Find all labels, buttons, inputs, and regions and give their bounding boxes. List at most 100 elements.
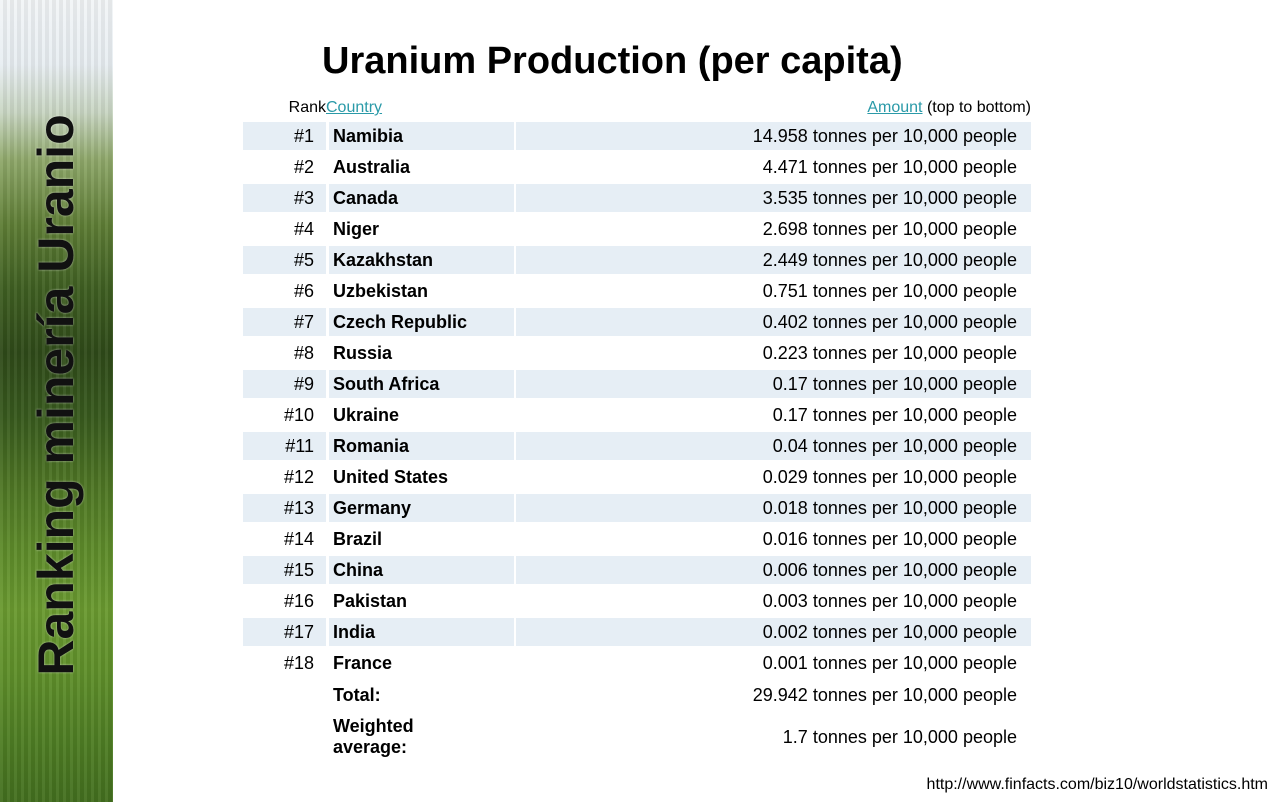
amount-value: 0.029	[762, 466, 808, 487]
total-label: Total:	[326, 680, 516, 710]
amount-cell: 0.029 tonnes per 10,000 people	[516, 463, 1031, 494]
table-row: #4 Niger 2.698 tonnes per 10,000 people	[243, 215, 1031, 246]
rank-cell: #7	[243, 308, 326, 339]
rank-cell: #2	[243, 153, 326, 184]
table-row: #18 France 0.001 tonnes per 10,000 people	[243, 649, 1031, 680]
weighted-amount-cell: 1.7 tonnes per 10,000 people	[516, 710, 1031, 764]
amount-unit: tonnes per 10,000 people	[812, 373, 1017, 394]
amount-header: Amount (top to bottom)	[516, 96, 1031, 122]
amount-unit: tonnes per 10,000 people	[812, 280, 1017, 301]
amount-value: 14.958	[752, 125, 808, 146]
amount-unit: tonnes per 10,000 people	[812, 249, 1017, 270]
table-row: #10 Ukraine 0.17 tonnes per 10,000 people	[243, 401, 1031, 432]
rank-cell: #3	[243, 184, 326, 215]
table-body: #1 Namibia 14.958 tonnes per 10,000 people…	[243, 122, 1031, 764]
amount-unit: tonnes per 10,000 people	[812, 342, 1017, 363]
table-row: #3 Canada 3.535 tonnes per 10,000 people	[243, 184, 1031, 215]
amount-unit: tonnes per 10,000 people	[812, 621, 1017, 642]
amount-cell: 0.003 tonnes per 10,000 people	[516, 587, 1031, 618]
amount-unit: tonnes per 10,000 people	[812, 435, 1017, 456]
amount-sort-link[interactable]: Amount	[867, 99, 923, 116]
country-cell: South Africa	[326, 370, 516, 401]
amount-cell: 0.17 tonnes per 10,000 people	[516, 401, 1031, 432]
weighted-label-line1: Weighted	[333, 716, 414, 736]
rank-cell: #10	[243, 401, 326, 432]
total-value: 29.942	[752, 684, 808, 705]
table-row: #14 Brazil 0.016 tonnes per 10,000 people	[243, 525, 1031, 556]
amount-unit: tonnes per 10,000 people	[812, 311, 1017, 332]
weighted-label-line2: average:	[333, 737, 408, 757]
amount-unit: tonnes per 10,000 people	[812, 156, 1017, 177]
amount-unit: tonnes per 10,000 people	[812, 497, 1017, 518]
amount-cell: 14.958 tonnes per 10,000 people	[516, 122, 1031, 153]
table-row: #9 South Africa 0.17 tonnes per 10,000 peo…	[243, 370, 1031, 401]
weighted-average-row: Weighted average: 1.7 tonnes per 10,000 pe…	[243, 710, 1031, 764]
uranium-table: Rank Country Amount (top to bottom) #1 Na…	[243, 96, 1031, 764]
amount-cell: 2.698 tonnes per 10,000 people	[516, 215, 1031, 246]
weighted-average-label: Weighted average:	[326, 710, 516, 764]
amount-unit: tonnes per 10,000 people	[812, 404, 1017, 425]
total-amount-cell: 29.942 tonnes per 10,000 people	[516, 680, 1031, 710]
amount-value: 0.17	[772, 373, 808, 394]
amount-cell: 0.402 tonnes per 10,000 people	[516, 308, 1031, 339]
weighted-rank-cell	[243, 710, 326, 764]
amount-unit: tonnes per 10,000 people	[812, 187, 1017, 208]
weighted-unit: tonnes per 10,000 people	[812, 726, 1017, 747]
amount-cell: 0.751 tonnes per 10,000 people	[516, 277, 1031, 308]
amount-value: 0.018	[762, 497, 808, 518]
amount-unit: tonnes per 10,000 people	[812, 559, 1017, 580]
amount-unit: tonnes per 10,000 people	[812, 652, 1017, 673]
table-row: #11 Romania 0.04 tonnes per 10,000 people	[243, 432, 1031, 463]
amount-value: 0.223	[762, 342, 808, 363]
country-cell: India	[326, 618, 516, 649]
amount-value: 0.001	[762, 652, 808, 673]
amount-cell: 0.016 tonnes per 10,000 people	[516, 525, 1031, 556]
country-cell: China	[326, 556, 516, 587]
amount-cell: 0.002 tonnes per 10,000 people	[516, 618, 1031, 649]
amount-value: 2.698	[762, 218, 808, 239]
total-unit: tonnes per 10,000 people	[812, 684, 1017, 705]
side-title: Ranking minería Uranio	[28, 114, 84, 676]
table-row: #13 Germany 0.018 tonnes per 10,000 people	[243, 494, 1031, 525]
amount-cell: 0.006 tonnes per 10,000 people	[516, 556, 1031, 587]
amount-value: 0.016	[762, 528, 808, 549]
country-cell: United States	[326, 463, 516, 494]
rank-cell: #18	[243, 649, 326, 680]
amount-cell: 0.001 tonnes per 10,000 people	[516, 649, 1031, 680]
amount-unit: tonnes per 10,000 people	[812, 528, 1017, 549]
table-row: #7 Czech Republic 0.402 tonnes per 10,000 …	[243, 308, 1031, 339]
country-cell: Namibia	[326, 122, 516, 153]
rank-cell: #13	[243, 494, 326, 525]
rank-cell: #8	[243, 339, 326, 370]
country-cell: Russia	[326, 339, 516, 370]
landscape-side-image	[0, 0, 113, 802]
table-row: #16 Pakistan 0.003 tonnes per 10,000 peopl…	[243, 587, 1031, 618]
amount-unit: tonnes per 10,000 people	[812, 218, 1017, 239]
table-row: #6 Uzbekistan 0.751 tonnes per 10,000 peop…	[243, 277, 1031, 308]
amount-cell: 0.04 tonnes per 10,000 people	[516, 432, 1031, 463]
amount-unit: tonnes per 10,000 people	[812, 590, 1017, 611]
table-row: #8 Russia 0.223 tonnes per 10,000 people	[243, 339, 1031, 370]
country-cell: Brazil	[326, 525, 516, 556]
country-cell: Australia	[326, 153, 516, 184]
amount-note: (top to bottom)	[926, 99, 1031, 116]
country-cell: Pakistan	[326, 587, 516, 618]
table-row: #12 United States 0.029 tonnes per 10,000 …	[243, 463, 1031, 494]
country-cell: France	[326, 649, 516, 680]
table-row: #15 China 0.006 tonnes per 10,000 people	[243, 556, 1031, 587]
table-row: #17 India 0.002 tonnes per 10,000 people	[243, 618, 1031, 649]
rank-cell: #5	[243, 246, 326, 277]
country-cell: Canada	[326, 184, 516, 215]
rank-cell: #11	[243, 432, 326, 463]
country-sort-link[interactable]: Country	[326, 99, 383, 116]
page-title: Uranium Production (per capita)	[322, 40, 903, 82]
amount-value: 0.006	[762, 559, 808, 580]
country-cell: Kazakhstan	[326, 246, 516, 277]
amount-value: 0.04	[772, 435, 808, 456]
amount-value: 0.17	[772, 404, 808, 425]
country-cell: Niger	[326, 215, 516, 246]
rank-cell: #14	[243, 525, 326, 556]
rank-header: Rank	[288, 99, 326, 116]
country-cell: Ukraine	[326, 401, 516, 432]
country-cell: Romania	[326, 432, 516, 463]
